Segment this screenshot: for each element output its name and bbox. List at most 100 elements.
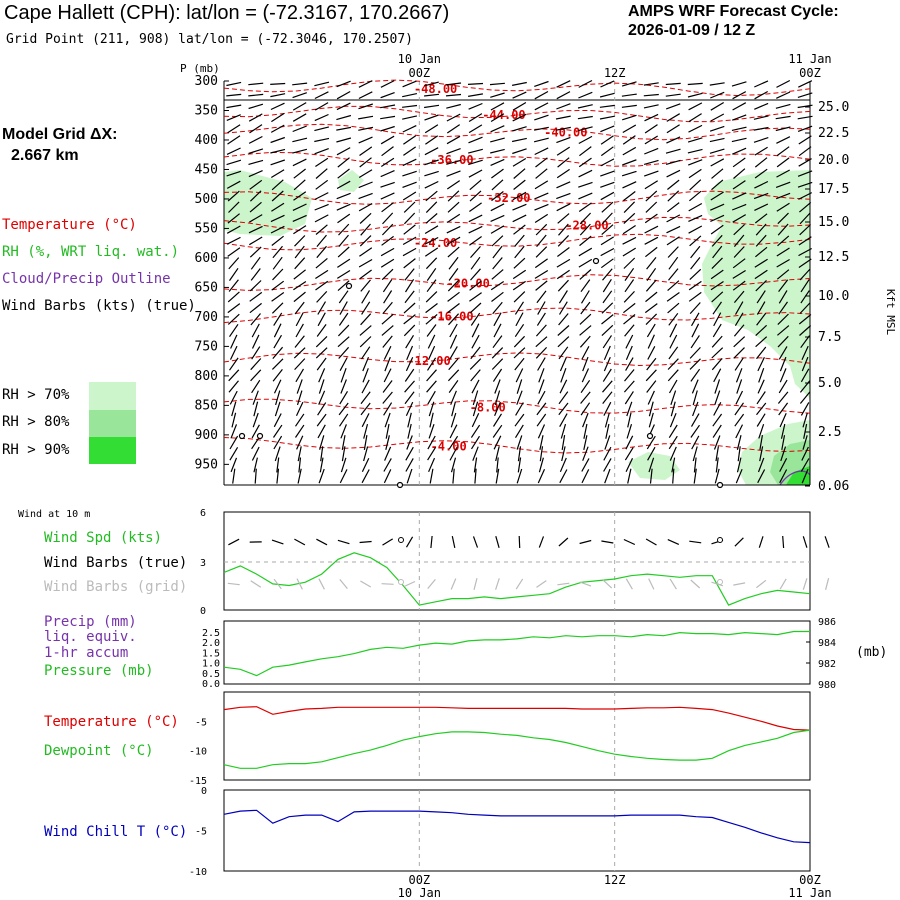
wind-barb [315,347,328,359]
wind-barb [494,390,501,406]
wind-barb [648,401,654,417]
wind-barb [776,91,791,99]
isotherm-label: -24.00 [414,236,457,250]
wind-barb [273,424,283,438]
wind-barb [776,202,790,212]
sfc-wind-barb-grid [825,578,830,590]
wind-barb [470,268,481,281]
wind-barb [491,179,504,191]
wind-barb [317,312,326,327]
wind-barb [539,435,544,451]
wind-barb [490,158,505,166]
wind-barb [248,93,264,97]
wind-barb [336,137,352,143]
wind-barb [602,391,613,404]
wind-barb [491,347,504,359]
wind-barb [733,168,746,179]
wind-barb [359,325,372,336]
wind-barb [248,103,264,110]
wind-barb [557,325,570,336]
wind-barb [360,279,371,292]
wind-barb [600,135,614,145]
wind-barb [380,258,395,268]
wind-barb [798,135,812,145]
pressure-line [223,630,810,677]
wind-barb [713,368,722,383]
wind-barb [250,313,261,326]
wind-barb [599,92,615,98]
pressure-tick-label: 700 [195,310,218,325]
wind-barb [534,114,549,121]
wind-barb [447,279,460,292]
height-tick-label: 10.0 [818,289,849,304]
wind-barb [340,457,347,473]
wind-barb [424,236,439,245]
wind-barb [578,169,593,178]
wind-barb [559,413,568,427]
wind-barb [668,346,679,360]
wind-barb [714,390,721,405]
wind-barb [249,201,262,213]
wind-barb [315,335,328,348]
wind-barb [802,412,808,428]
wind-barb [622,124,637,134]
wind-barb [469,190,482,202]
wind-barb [292,148,308,154]
sfc-wind-barb-true [538,536,545,548]
rh-legend-90-label: RH > 90% [2,442,70,458]
legend-temperature-sfc: Temperature (°C) [44,714,179,730]
wind-barb [710,101,725,111]
wind-barb [358,258,373,268]
wind-barb [777,335,789,348]
wind-barb [711,257,723,270]
wind-barb [358,136,373,144]
wind-barb [582,446,589,461]
wind-barb [231,401,237,417]
wind-barb [756,312,767,326]
wind-barb [775,103,791,109]
wind-barb [557,157,570,168]
wind-barb [516,468,523,484]
wind-barb [254,468,257,484]
wind-barb [800,279,810,293]
temp-ytick: -15 [189,776,207,787]
sfc-wind-barb-grid [733,582,746,586]
wind-barb [360,391,371,405]
wind-barb [358,80,373,88]
wind-barb [776,258,790,268]
wind-barb [340,379,347,394]
sfc-wind-barb-grid [250,580,262,588]
sfc-wind-barb-grid [536,580,547,588]
sfc-wind-barb-true [337,539,350,545]
sfc-wind-barb-grid [711,581,724,587]
wind-barb [753,137,769,143]
wind-barb [644,147,659,155]
wind-barb [666,136,681,144]
wind-barb [472,390,479,406]
wind-barb [622,146,637,156]
wind-barb [337,280,350,292]
wind-barb [424,81,439,87]
wind-barb [759,446,764,462]
wind-barb [490,203,505,212]
wind-barb [601,314,614,325]
wind-barb [405,401,414,416]
wind-barb [644,225,659,234]
wind-barb [623,257,636,269]
legend-rh: RH (%, WRT liq. wat.) [2,244,180,260]
isotherm-line [223,123,811,141]
sfc-wind-barb-true [405,536,414,548]
legend-dewpoint: Dewpoint (°C) [44,743,154,759]
wind-barb [644,135,659,145]
isotherm-line [223,151,811,167]
wind-barb [271,292,285,302]
wind-barb [248,159,264,165]
wind-barb [753,126,769,131]
wind-barb [600,191,615,201]
wind-barb [710,158,725,167]
sfc-wind-barb-grid [602,579,613,589]
wind-barb [490,125,505,133]
wind-barb [710,91,725,99]
precip-pressure-panel [223,620,811,685]
sfc-wind-barb-grid [318,578,325,590]
